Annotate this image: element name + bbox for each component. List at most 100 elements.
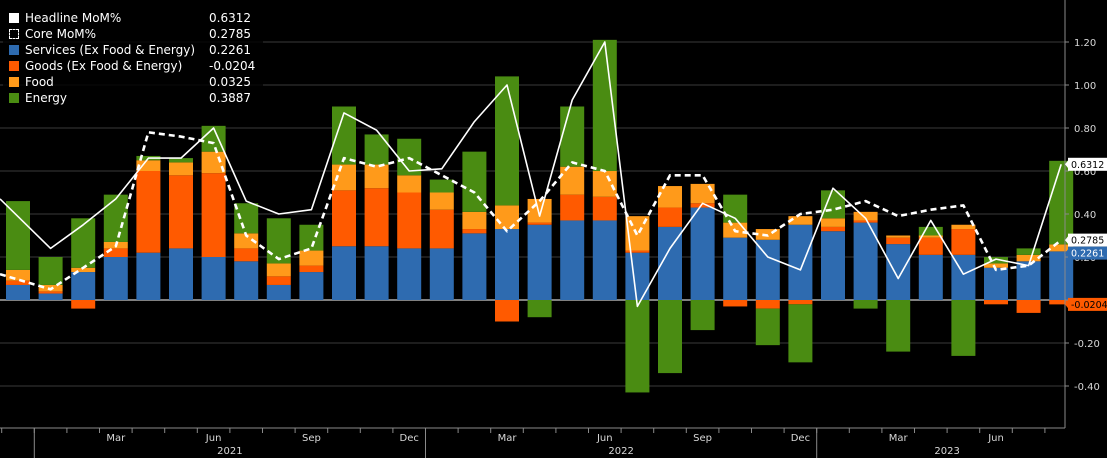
value-tag-label: 0.2785 [1071, 236, 1104, 247]
bar-segment [690, 300, 715, 331]
legend-value: 0.0325 [209, 75, 251, 89]
legend-label: Goods (Ex Food & Energy) [25, 59, 183, 73]
bar-segment [429, 248, 454, 300]
bar-segment [984, 300, 1008, 305]
legend-swatch [9, 13, 19, 23]
bar-segment [984, 267, 1008, 300]
bar-segment [1016, 300, 1041, 313]
legend-item-headline[interactable]: Headline MoM% 0.6312 [9, 10, 259, 26]
bar-segment [918, 254, 943, 300]
y-tick-label: 1.00 [1074, 81, 1096, 92]
bar-segment [951, 224, 976, 230]
bar-segment [397, 175, 422, 193]
value-tag-label: 0.6312 [1071, 160, 1104, 171]
bar-segment [690, 183, 715, 204]
bar-segment [918, 237, 943, 255]
x-tick-label: Sep [693, 433, 712, 444]
bar-segment [38, 291, 63, 294]
bar-segment [6, 284, 30, 300]
bar-segment [592, 220, 617, 300]
value-tag-pointer [1065, 248, 1069, 259]
bar-segment [1016, 261, 1041, 300]
bar-segment [527, 224, 552, 300]
x-axis: Mar Jun Sep Dec Mar Jun Sep Dec Mar Jun 2021 2022 20… [0, 427, 1065, 458]
bar-segment [495, 205, 519, 230]
legend-item-food[interactable]: Food 0.0325 [9, 74, 259, 90]
bar-segment [755, 239, 780, 300]
x-year-label: 2022 [608, 446, 633, 457]
bar-segment [658, 186, 682, 208]
bar-segment [71, 272, 96, 300]
bar-segment [821, 231, 845, 300]
x-tick-label: Jun [205, 433, 222, 444]
bar-segment [462, 233, 487, 300]
bar-segment [364, 134, 389, 165]
bar-segment [918, 235, 943, 238]
bar-segment [429, 209, 454, 249]
bar-segment [201, 173, 226, 257]
legend-value: -0.0204 [209, 59, 256, 73]
value-tag: 0.2261 [1065, 246, 1107, 260]
legend-item-goods[interactable]: Goods (Ex Food & Energy) -0.0204 [9, 58, 259, 74]
bar-segment [853, 211, 878, 221]
legend-swatch [9, 93, 19, 103]
bar-segment [462, 151, 487, 212]
bar-segment [690, 207, 715, 300]
bar-segment [332, 246, 356, 300]
legend: Headline MoM% 0.6312 Core MoM% 0.2785 Se… [3, 6, 263, 108]
bar-segment [299, 224, 324, 251]
bar-segment [299, 272, 324, 300]
bar-segment [755, 300, 780, 309]
bar-segment [71, 218, 96, 268]
bar-segment [38, 293, 63, 300]
x-year-label: 2021 [217, 446, 242, 457]
bar-segment [364, 164, 389, 189]
y-tick-label: -0.20 [1074, 339, 1100, 350]
bar-segment [886, 300, 911, 352]
bar-segment [951, 229, 976, 255]
legend-label: Services (Ex Food & Energy) [25, 43, 196, 57]
bar-segment [625, 250, 650, 253]
bar-segment [984, 257, 1008, 264]
bar-segment [462, 229, 487, 234]
value-tag-bg [1068, 233, 1107, 247]
y-tick-label: 1.20 [1074, 38, 1096, 49]
bar-segment [266, 263, 291, 277]
x-tick-label: Dec [791, 433, 810, 444]
bar-segment [234, 233, 259, 249]
legend-item-core[interactable]: Core MoM% 0.2785 [9, 26, 259, 42]
legend-item-services[interactable]: Services (Ex Food & Energy) 0.2261 [9, 42, 259, 58]
bar-segment [690, 203, 715, 208]
bar-segment [560, 106, 585, 167]
y-tick-label: 0.60 [1074, 167, 1096, 178]
bar-segment [234, 248, 259, 262]
legend-item-energy[interactable]: Energy 0.3887 [9, 90, 259, 106]
bar-segment [6, 201, 30, 270]
legend-label: Energy [25, 91, 68, 105]
value-tag-label: -0.0204 [1071, 300, 1107, 311]
legend-swatch [9, 61, 19, 71]
bar-segment [1049, 300, 1074, 305]
bar-segment [560, 220, 585, 300]
y-tick-label: 0.40 [1074, 210, 1096, 221]
bar-segment [821, 218, 845, 227]
bar-segment [495, 229, 519, 300]
bar-segment [136, 160, 161, 171]
core-line [0, 131, 1063, 291]
legend-value: 0.6312 [209, 11, 251, 25]
bar-segment [397, 248, 422, 300]
bar-segment [234, 203, 259, 234]
value-tag-bg [1068, 157, 1107, 171]
bar-segment [788, 224, 813, 300]
bar-segment [103, 248, 128, 257]
y-tick-label: 0.80 [1074, 124, 1096, 135]
bar-segment [788, 300, 813, 305]
x-tick-label: Sep [302, 433, 321, 444]
bar-segment [169, 248, 193, 300]
bar-segment [788, 216, 813, 225]
bar-segment [886, 235, 911, 238]
bar-segment [6, 269, 30, 281]
bar-segment [592, 171, 617, 197]
value-tag: 0.2785 [1065, 233, 1107, 247]
